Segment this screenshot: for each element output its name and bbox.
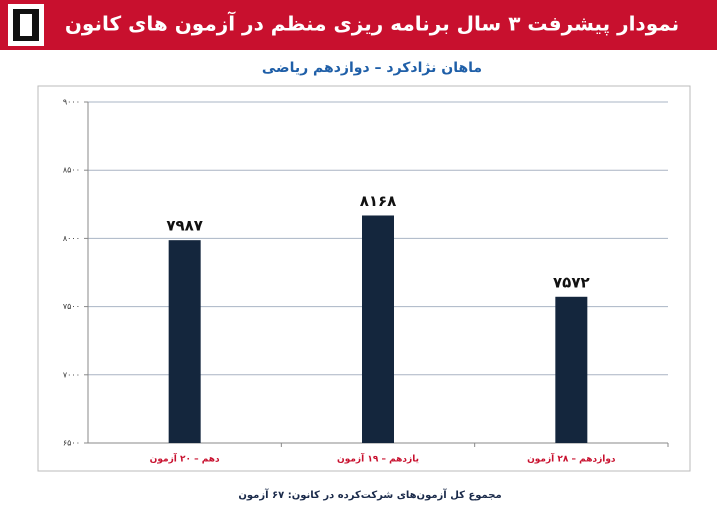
data-label: ۸۱۶۸: [360, 192, 397, 210]
bar: [555, 296, 588, 443]
bar: [362, 215, 394, 443]
y-tick-label: ۶۵۰۰: [63, 439, 80, 448]
x-tick-label: یازدهم – ۱۹ آزمون: [337, 453, 419, 465]
footnote: مجموع کل آزمون‌های شرکت‌کرده در کانون: ۶…: [238, 488, 501, 501]
header-bar: [0, 0, 717, 50]
y-tick-label: ۹۰۰۰: [63, 98, 80, 107]
bar: [168, 240, 201, 443]
data-label: ۷۹۸۷: [166, 217, 203, 235]
chart-title: نمودار پیشرفت ۳ سال برنامه ریزی منظم در …: [65, 11, 679, 37]
y-tick-label: ۷۰۰۰: [63, 370, 80, 379]
y-tick-label: ۷۵۰۰: [63, 302, 80, 311]
x-tick-label: دهم – ۲۰ آزمون: [150, 453, 220, 465]
data-label: ۷۵۷۲: [553, 273, 590, 291]
y-tick-label: ۸۰۰۰: [63, 234, 80, 243]
chart-subtitle: ماهان نژادکرد – دوازدهم ریاضی: [262, 60, 482, 76]
logo-mark: [20, 14, 32, 36]
x-tick-label: دوازدهم – ۲۸ آزمون: [527, 453, 616, 465]
plot-frame: [37, 85, 691, 472]
y-tick-label: ۸۵۰۰: [63, 166, 80, 175]
